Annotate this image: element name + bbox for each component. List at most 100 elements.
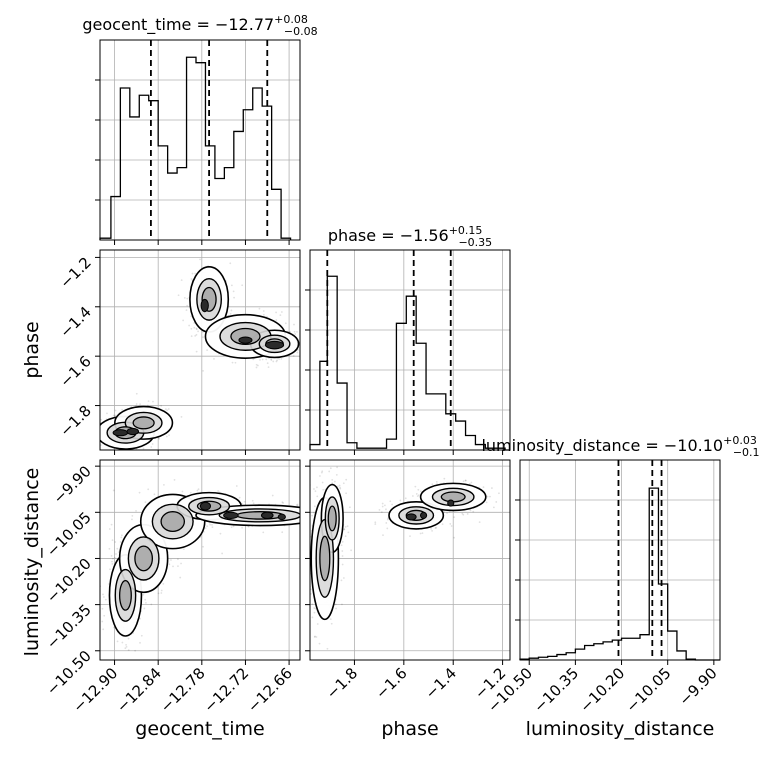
sample-point bbox=[319, 475, 321, 477]
sample-point bbox=[92, 421, 94, 423]
sample-point bbox=[297, 349, 299, 351]
sample-point bbox=[334, 603, 337, 606]
sample-point bbox=[338, 484, 341, 487]
sample-point bbox=[114, 414, 117, 417]
contour-level bbox=[327, 505, 337, 532]
x-axis-label-luminosity-distance: luminosity_distance bbox=[526, 718, 715, 740]
sample-point bbox=[261, 358, 264, 361]
sample-point bbox=[462, 513, 465, 516]
sample-point bbox=[301, 512, 303, 514]
sample-point bbox=[109, 568, 111, 571]
y-tick-label: −10.20 bbox=[43, 555, 95, 607]
sample-point bbox=[262, 313, 265, 316]
sample-point bbox=[197, 330, 199, 333]
sample-point bbox=[419, 490, 422, 493]
sample-point bbox=[349, 516, 351, 518]
sample-point bbox=[140, 634, 143, 637]
sample-point bbox=[168, 434, 170, 437]
histogram-step bbox=[99, 56, 292, 240]
sample-point bbox=[404, 497, 407, 500]
sample-point bbox=[378, 508, 381, 511]
sample-point bbox=[247, 525, 250, 528]
sample-point bbox=[345, 492, 348, 495]
sample-point bbox=[230, 526, 233, 529]
sample-point bbox=[262, 310, 265, 312]
y-tick-label: −1.4 bbox=[56, 303, 94, 341]
sample-point bbox=[202, 336, 204, 339]
sample-point bbox=[241, 526, 244, 529]
sample-point bbox=[293, 323, 295, 326]
sample-point bbox=[93, 438, 95, 440]
sample-point bbox=[110, 523, 113, 526]
sample-point bbox=[108, 452, 110, 454]
sample-point bbox=[138, 491, 141, 494]
contour-level bbox=[132, 416, 155, 430]
sample-point bbox=[469, 509, 472, 512]
sample-point bbox=[170, 559, 172, 561]
contour-level bbox=[319, 535, 331, 582]
sample-point bbox=[213, 357, 215, 360]
sample-point bbox=[329, 618, 332, 620]
sample-point bbox=[441, 523, 444, 526]
sample-point bbox=[180, 415, 183, 418]
sample-point bbox=[131, 518, 133, 521]
sample-point bbox=[419, 532, 422, 535]
contour-level bbox=[236, 511, 284, 520]
sample-point bbox=[308, 351, 310, 353]
sample-point bbox=[221, 552, 224, 555]
sample-point bbox=[191, 272, 194, 275]
sample-point bbox=[301, 523, 303, 525]
panel-frame bbox=[99, 249, 301, 451]
sample-point bbox=[92, 436, 94, 438]
sample-point bbox=[255, 363, 258, 366]
sample-point bbox=[472, 510, 475, 513]
panel-frame bbox=[519, 459, 721, 661]
sample-point bbox=[489, 495, 491, 498]
sample-point bbox=[102, 628, 105, 631]
sample-point bbox=[411, 495, 414, 497]
sample-point bbox=[176, 558, 179, 561]
sample-point bbox=[443, 511, 446, 513]
sample-point bbox=[435, 480, 438, 483]
sample-point bbox=[150, 446, 153, 448]
sample-point bbox=[281, 531, 284, 534]
sample-point bbox=[158, 438, 161, 440]
sample-point bbox=[346, 515, 348, 517]
sample-point bbox=[112, 557, 114, 560]
sample-point bbox=[344, 525, 347, 528]
contour-level bbox=[118, 579, 132, 611]
sample-point bbox=[311, 603, 314, 606]
sample-point bbox=[104, 598, 107, 601]
panel-scatter-lumdist-vs-geocent-time bbox=[95, 459, 351, 665]
sample-point bbox=[179, 576, 182, 579]
sample-point bbox=[168, 563, 171, 566]
sample-point bbox=[339, 487, 342, 490]
sample-point bbox=[417, 488, 420, 491]
sample-point bbox=[466, 513, 469, 515]
sample-point bbox=[157, 592, 160, 595]
sample-point bbox=[391, 503, 394, 506]
sample-point bbox=[495, 501, 498, 503]
x-tick-label: −1.4 bbox=[422, 664, 460, 702]
sample-point bbox=[320, 471, 323, 474]
sample-point bbox=[206, 349, 209, 352]
sample-point bbox=[111, 539, 114, 542]
sample-point bbox=[266, 362, 269, 365]
sample-point bbox=[231, 361, 234, 364]
sample-point bbox=[163, 483, 165, 486]
sample-point bbox=[98, 433, 100, 435]
panel-scatter-phase-vs-geocent-time bbox=[92, 249, 310, 455]
sample-point bbox=[109, 451, 111, 453]
contour-core bbox=[405, 513, 417, 521]
sample-point bbox=[153, 493, 156, 496]
sample-point bbox=[450, 525, 453, 527]
y-tick-label: −9.90 bbox=[50, 462, 95, 507]
sample-point bbox=[230, 309, 233, 312]
sample-point bbox=[219, 532, 222, 535]
sample-point bbox=[336, 485, 339, 488]
sample-point bbox=[331, 482, 334, 485]
sample-point bbox=[190, 278, 193, 280]
sample-point bbox=[453, 536, 456, 539]
sample-point bbox=[147, 488, 150, 491]
x-tick-label: −12.66 bbox=[244, 664, 296, 716]
